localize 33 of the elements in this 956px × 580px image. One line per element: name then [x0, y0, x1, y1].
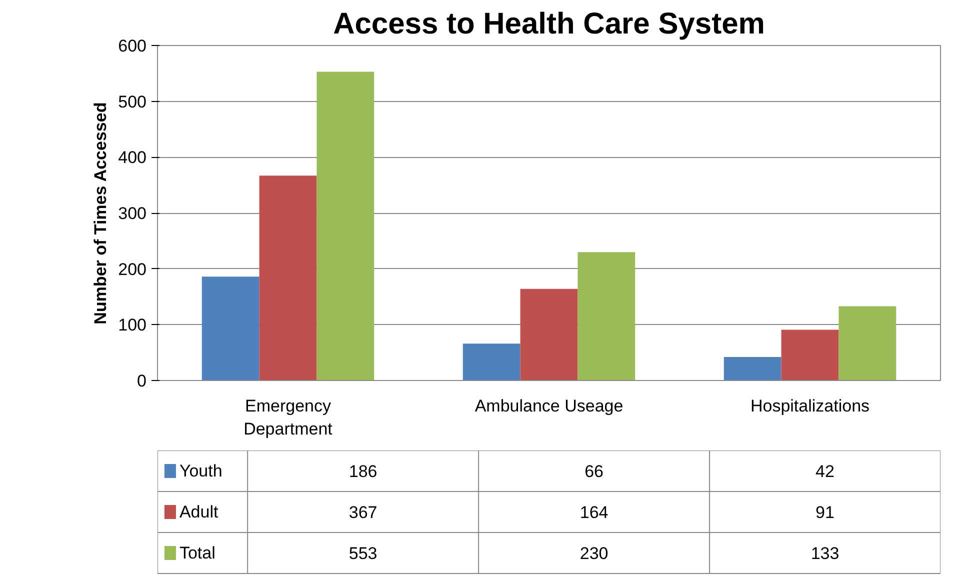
- bar: [724, 357, 782, 380]
- y-tick-label: 100: [118, 316, 147, 335]
- x-tick-label: Ambulance Useage: [474, 396, 624, 416]
- bar: [316, 72, 374, 380]
- x-tick-label: Hospitalizations: [750, 396, 870, 416]
- y-axis-title: Number of Times Accessed: [91, 102, 110, 324]
- data-label: 186: [348, 462, 378, 481]
- bar: [462, 344, 520, 380]
- chart-title: Access to Health Care System: [333, 8, 765, 40]
- data-label: 66: [584, 462, 604, 481]
- data-label: 230: [580, 544, 608, 563]
- bar: [781, 330, 839, 380]
- legend-label: Adult: [179, 502, 218, 522]
- bar: [202, 276, 260, 380]
- y-tick-label: 600: [118, 36, 147, 56]
- y-tick-label: 300: [118, 204, 147, 223]
- data-label: 42: [816, 462, 834, 481]
- bar: [578, 252, 636, 380]
- x-tick-label: Emergency Department: [244, 396, 333, 438]
- bar: [520, 288, 578, 380]
- bar: [838, 306, 896, 380]
- legend-label: Total: [179, 544, 216, 562]
- data-label: 367: [348, 503, 378, 522]
- data-label: 91: [816, 503, 834, 522]
- y-tick-label: 500: [118, 92, 147, 112]
- data-label: 164: [580, 503, 608, 522]
- y-tick-label: 200: [118, 260, 147, 279]
- data-label: 133: [810, 544, 840, 563]
- data-label: 553: [348, 544, 378, 563]
- legend-label: Youth: [179, 462, 222, 480]
- bar: [259, 176, 317, 380]
- y-tick-label: 400: [118, 148, 147, 168]
- y-tick-label: 0: [137, 372, 147, 390]
